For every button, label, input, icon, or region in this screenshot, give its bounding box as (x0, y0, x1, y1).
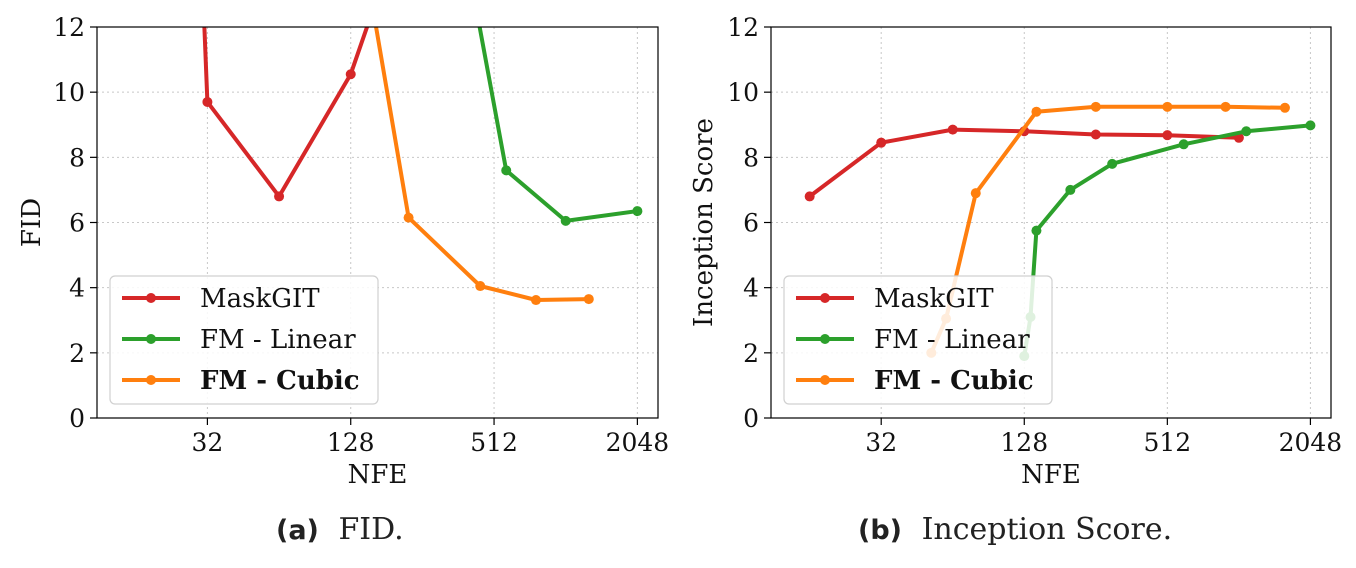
x-tick-label: 2048 (606, 428, 670, 457)
y-tick-label: 2 (69, 339, 85, 368)
y-tick-label: 12 (727, 13, 759, 42)
x-tick-label: 512 (470, 428, 518, 457)
caption-text: Inception Score. (921, 512, 1173, 547)
y-tick-label: 10 (53, 78, 85, 107)
data-point (403, 212, 414, 223)
caption-text: FID. (338, 512, 404, 547)
data-point (369, 2, 379, 12)
caption-fid: (a) FID. (276, 512, 404, 547)
legend-label: FM - Linear (874, 325, 1030, 355)
data-point (1090, 101, 1101, 112)
series-line-fm-linear (477, 27, 640, 223)
data-point (345, 69, 356, 80)
data-point (632, 206, 643, 217)
data-point (530, 295, 541, 306)
legend-label: MaskGIT (200, 284, 320, 314)
x-tick-label: 128 (1000, 428, 1048, 457)
y-tick-label: 8 (69, 143, 85, 172)
y-tick-label: 10 (727, 78, 759, 107)
data-point (1178, 139, 1189, 150)
series-line-maskgit (202, 27, 370, 199)
y-axis-label: Inception Score (689, 118, 719, 327)
y-axis-label: FID (17, 198, 47, 247)
x-axis-label: NFE (1021, 460, 1081, 490)
series-line-fm-linear (1022, 123, 1313, 359)
data-point (1090, 129, 1101, 140)
y-tick-label: 4 (69, 274, 85, 303)
y-tick-label: 12 (53, 13, 85, 42)
y-tick-label: 2 (743, 339, 759, 368)
data-point (1107, 158, 1118, 169)
y-tick-label: 0 (743, 404, 759, 433)
data-point (1305, 120, 1316, 131)
data-point (947, 124, 958, 135)
legend-box (109, 275, 379, 405)
data-point (1162, 130, 1173, 141)
x-tick-label: 32 (191, 428, 223, 457)
chart-panel-fid: 32 128 512 2048 0 2 4 6 8 10 12 NFE FID MaskGIT FM - L… (17, 2, 670, 490)
x-axis-label: NFE (348, 460, 408, 490)
x-tick-label: 512 (1143, 428, 1191, 457)
data-point (1031, 225, 1042, 236)
series-line-fm-cubic (374, 27, 591, 302)
data-point (804, 191, 815, 202)
legend-label: MaskGIT (874, 284, 994, 314)
data-point (1065, 184, 1076, 195)
data-point (970, 188, 981, 199)
y-tick-label: 4 (743, 274, 759, 303)
legend-label: FM - Linear (200, 325, 356, 355)
data-point (560, 215, 571, 226)
y-tick-label: 6 (743, 209, 759, 238)
x-tick-label: 32 (865, 428, 897, 457)
data-point (202, 96, 213, 107)
data-point (1220, 101, 1231, 112)
data-point (475, 281, 486, 292)
legend-marker (820, 375, 830, 385)
data-point (1241, 126, 1252, 137)
legend-label: FM - Cubic (874, 366, 1034, 396)
legend-marker (146, 375, 156, 385)
data-point (876, 137, 887, 148)
legend-marker (820, 293, 830, 303)
chart-panel-inception-score: 32 128 512 2048 0 2 4 6 8 10 12 NFE Inception Score M… (689, 13, 1342, 490)
data-point (274, 191, 285, 202)
legend-marker (820, 334, 830, 344)
y-tick-label: 0 (69, 404, 85, 433)
y-tick-label: 6 (69, 209, 85, 238)
data-point (1162, 101, 1173, 112)
x-tick-label: 2048 (1279, 428, 1343, 457)
legend-marker (146, 293, 156, 303)
data-point (501, 165, 512, 176)
y-tick-label: 8 (743, 143, 759, 172)
data-point (1031, 106, 1042, 117)
caption-inception-score: (b) Inception Score. (858, 512, 1172, 547)
caption-tag: (b) (858, 515, 903, 546)
caption-tag: (a) (276, 515, 319, 546)
x-tick-label: 128 (327, 428, 375, 457)
legend-marker (146, 334, 156, 344)
plot-area (202, 2, 643, 306)
data-point (583, 294, 594, 305)
data-point (1279, 102, 1290, 113)
legend-label: FM - Cubic (200, 366, 360, 396)
legend-box (783, 275, 1053, 405)
